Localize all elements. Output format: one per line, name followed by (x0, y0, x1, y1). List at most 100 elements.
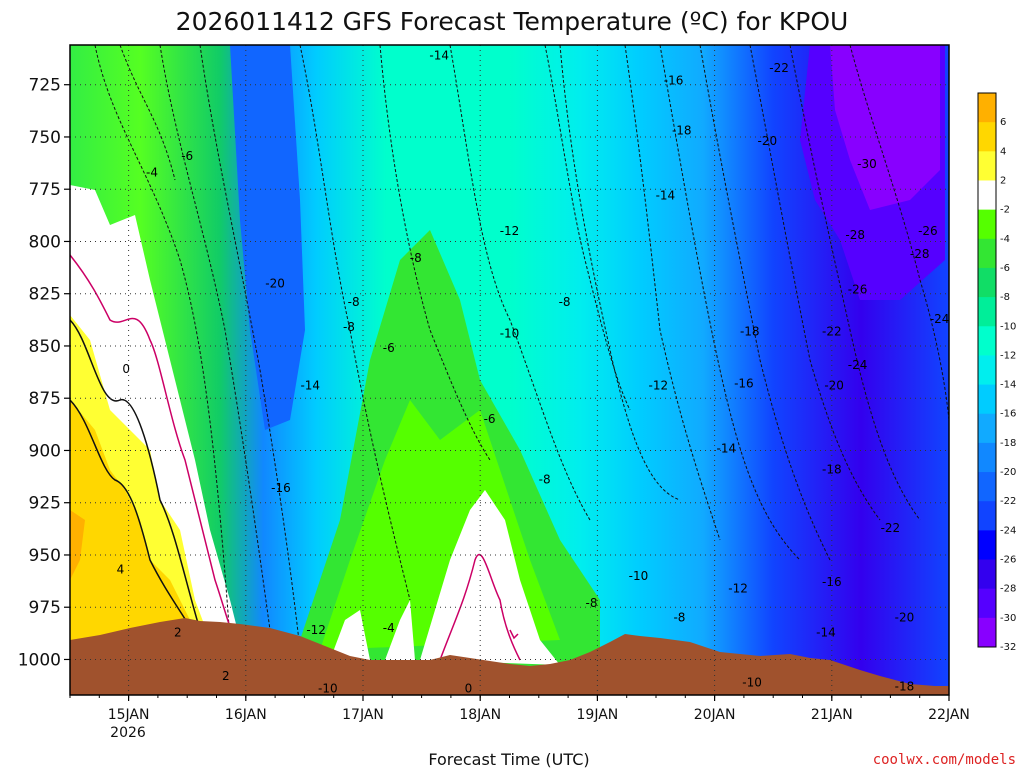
contour-label: 0 (465, 682, 473, 696)
colorbar-swatch (978, 413, 996, 444)
colorbar-swatch (978, 151, 996, 181)
contour-label: -4 (146, 165, 158, 179)
contour-label: -14 (429, 48, 449, 62)
y-tick-label: 800 (29, 232, 61, 252)
contour-label: -8 (539, 473, 551, 487)
y-tick-label: 925 (29, 494, 61, 514)
colorbar-swatch (978, 93, 996, 123)
x-tick-label: 22JAN (928, 707, 970, 723)
colorbar-swatch (978, 297, 996, 327)
colorbar-label: -22 (1000, 496, 1016, 507)
colorbar-swatch (978, 384, 996, 415)
colorbar-swatch (978, 501, 996, 531)
contour-label: -14 (656, 188, 676, 202)
colorbar-label: -32 (1000, 642, 1016, 653)
colorbar-swatch (978, 530, 996, 561)
colorbar-label: -10 (1000, 321, 1016, 332)
y-tick-label: 775 (29, 180, 61, 200)
contour-label: -12 (649, 379, 669, 393)
contour-label: -10 (742, 675, 762, 689)
contour-label: -20 (824, 379, 844, 393)
contour-label: -6 (484, 412, 496, 426)
colorbar-label: -12 (1000, 350, 1016, 361)
x-tick-label: 15JAN (108, 707, 150, 723)
contour-label: -8 (410, 251, 422, 265)
colorbar-swatch (978, 442, 996, 473)
contour-label: -20 (758, 134, 778, 148)
colorbar-swatch (978, 472, 996, 502)
contour-label: 4 (117, 563, 125, 577)
contour-label: -8 (348, 295, 360, 309)
trough-region (230, 45, 305, 430)
y-tick-label: 825 (29, 285, 61, 305)
colorbar-swatch (978, 588, 996, 619)
colorbar-swatch (978, 617, 996, 648)
colorbar-label: -30 (1000, 613, 1016, 624)
y-tick-label: 725 (29, 76, 61, 96)
contour-label: -22 (881, 521, 901, 535)
warm-orange-region (70, 510, 85, 580)
y-tick-label: 975 (29, 598, 61, 618)
colorbar-swatch (978, 559, 996, 590)
contour-label: -16 (664, 74, 684, 88)
x-tick-label: 18JAN (459, 707, 501, 723)
contour-label: -12 (500, 224, 520, 238)
colorbar-swatch (978, 209, 996, 240)
y-tick-label: 1000 (18, 650, 61, 670)
x-tick-label: 20JAN (694, 707, 736, 723)
contour-label: -6 (383, 341, 395, 355)
contour-label: -8 (559, 295, 571, 309)
contour-label: -8 (343, 320, 355, 334)
colorbar-swatch (978, 267, 996, 298)
contour-label: -12 (306, 623, 326, 637)
contour-label: -8 (586, 596, 598, 610)
colorbar-label: -18 (1000, 438, 1016, 449)
colorbar-label: 4 (1000, 146, 1006, 157)
y-tick-label: 750 (29, 128, 61, 148)
colorbar-label: 2 (1000, 175, 1006, 186)
colorbar-border (977, 92, 997, 648)
contour-label: 2 (174, 625, 182, 639)
colorbar-swatch (978, 180, 996, 211)
contour-label: -22 (769, 61, 789, 75)
colorbar-swatch (978, 238, 996, 269)
contour-label: -24 (848, 358, 868, 372)
contour-label: -20 (265, 276, 285, 290)
colorbar: 6 4 2 -2 -4 -6 -8 -10 -12 -14 -16 -18 -20 -22 -24 -26 -2… (977, 92, 1016, 653)
colorbar-label: -26 (1000, 555, 1016, 566)
site-credit[interactable]: coolwx.com/models (873, 752, 1016, 768)
contour-label: -8 (673, 611, 685, 625)
colorbar-swatch (978, 355, 996, 386)
colorbar-swatch (978, 122, 996, 152)
contour-label: -18 (672, 124, 692, 138)
x-tick-label: 16JAN (225, 707, 267, 723)
y-tick-label: 875 (29, 389, 61, 409)
colorbar-swatch (978, 326, 996, 356)
terrain-ground (70, 618, 949, 695)
x-tick-label: 21JAN (811, 707, 853, 723)
contour-label: -20 (895, 611, 915, 625)
contour-label: -26 (848, 283, 868, 297)
x-year-label: 2026 (110, 725, 146, 741)
colorbar-label: 6 (1000, 117, 1006, 128)
colorbar-label: -24 (1000, 525, 1016, 536)
contour-label: -10 (318, 682, 338, 696)
contour-label: -10 (629, 569, 649, 583)
contour-label: -14 (300, 379, 320, 393)
y-tick-label: 900 (29, 441, 61, 461)
contour-label: -4 (383, 621, 395, 635)
contour-label: -14 (816, 625, 836, 639)
colorbar-label: -2 (1000, 205, 1010, 216)
colorbar-label: -4 (1000, 234, 1010, 245)
very-cold-region (830, 45, 940, 210)
chart-title: 2026011412 GFS Forecast Temperature (ºC)… (176, 7, 849, 36)
x-tick-label: 19JAN (577, 707, 619, 723)
contour-label: -12 (728, 581, 748, 595)
contour-label: -30 (857, 157, 877, 171)
contour-label: -6 (181, 149, 193, 163)
contour-label: -18 (740, 324, 760, 338)
contour-label: -28 (910, 247, 930, 261)
contour-label: -16 (822, 575, 842, 589)
y-tick-label: 950 (29, 546, 61, 566)
